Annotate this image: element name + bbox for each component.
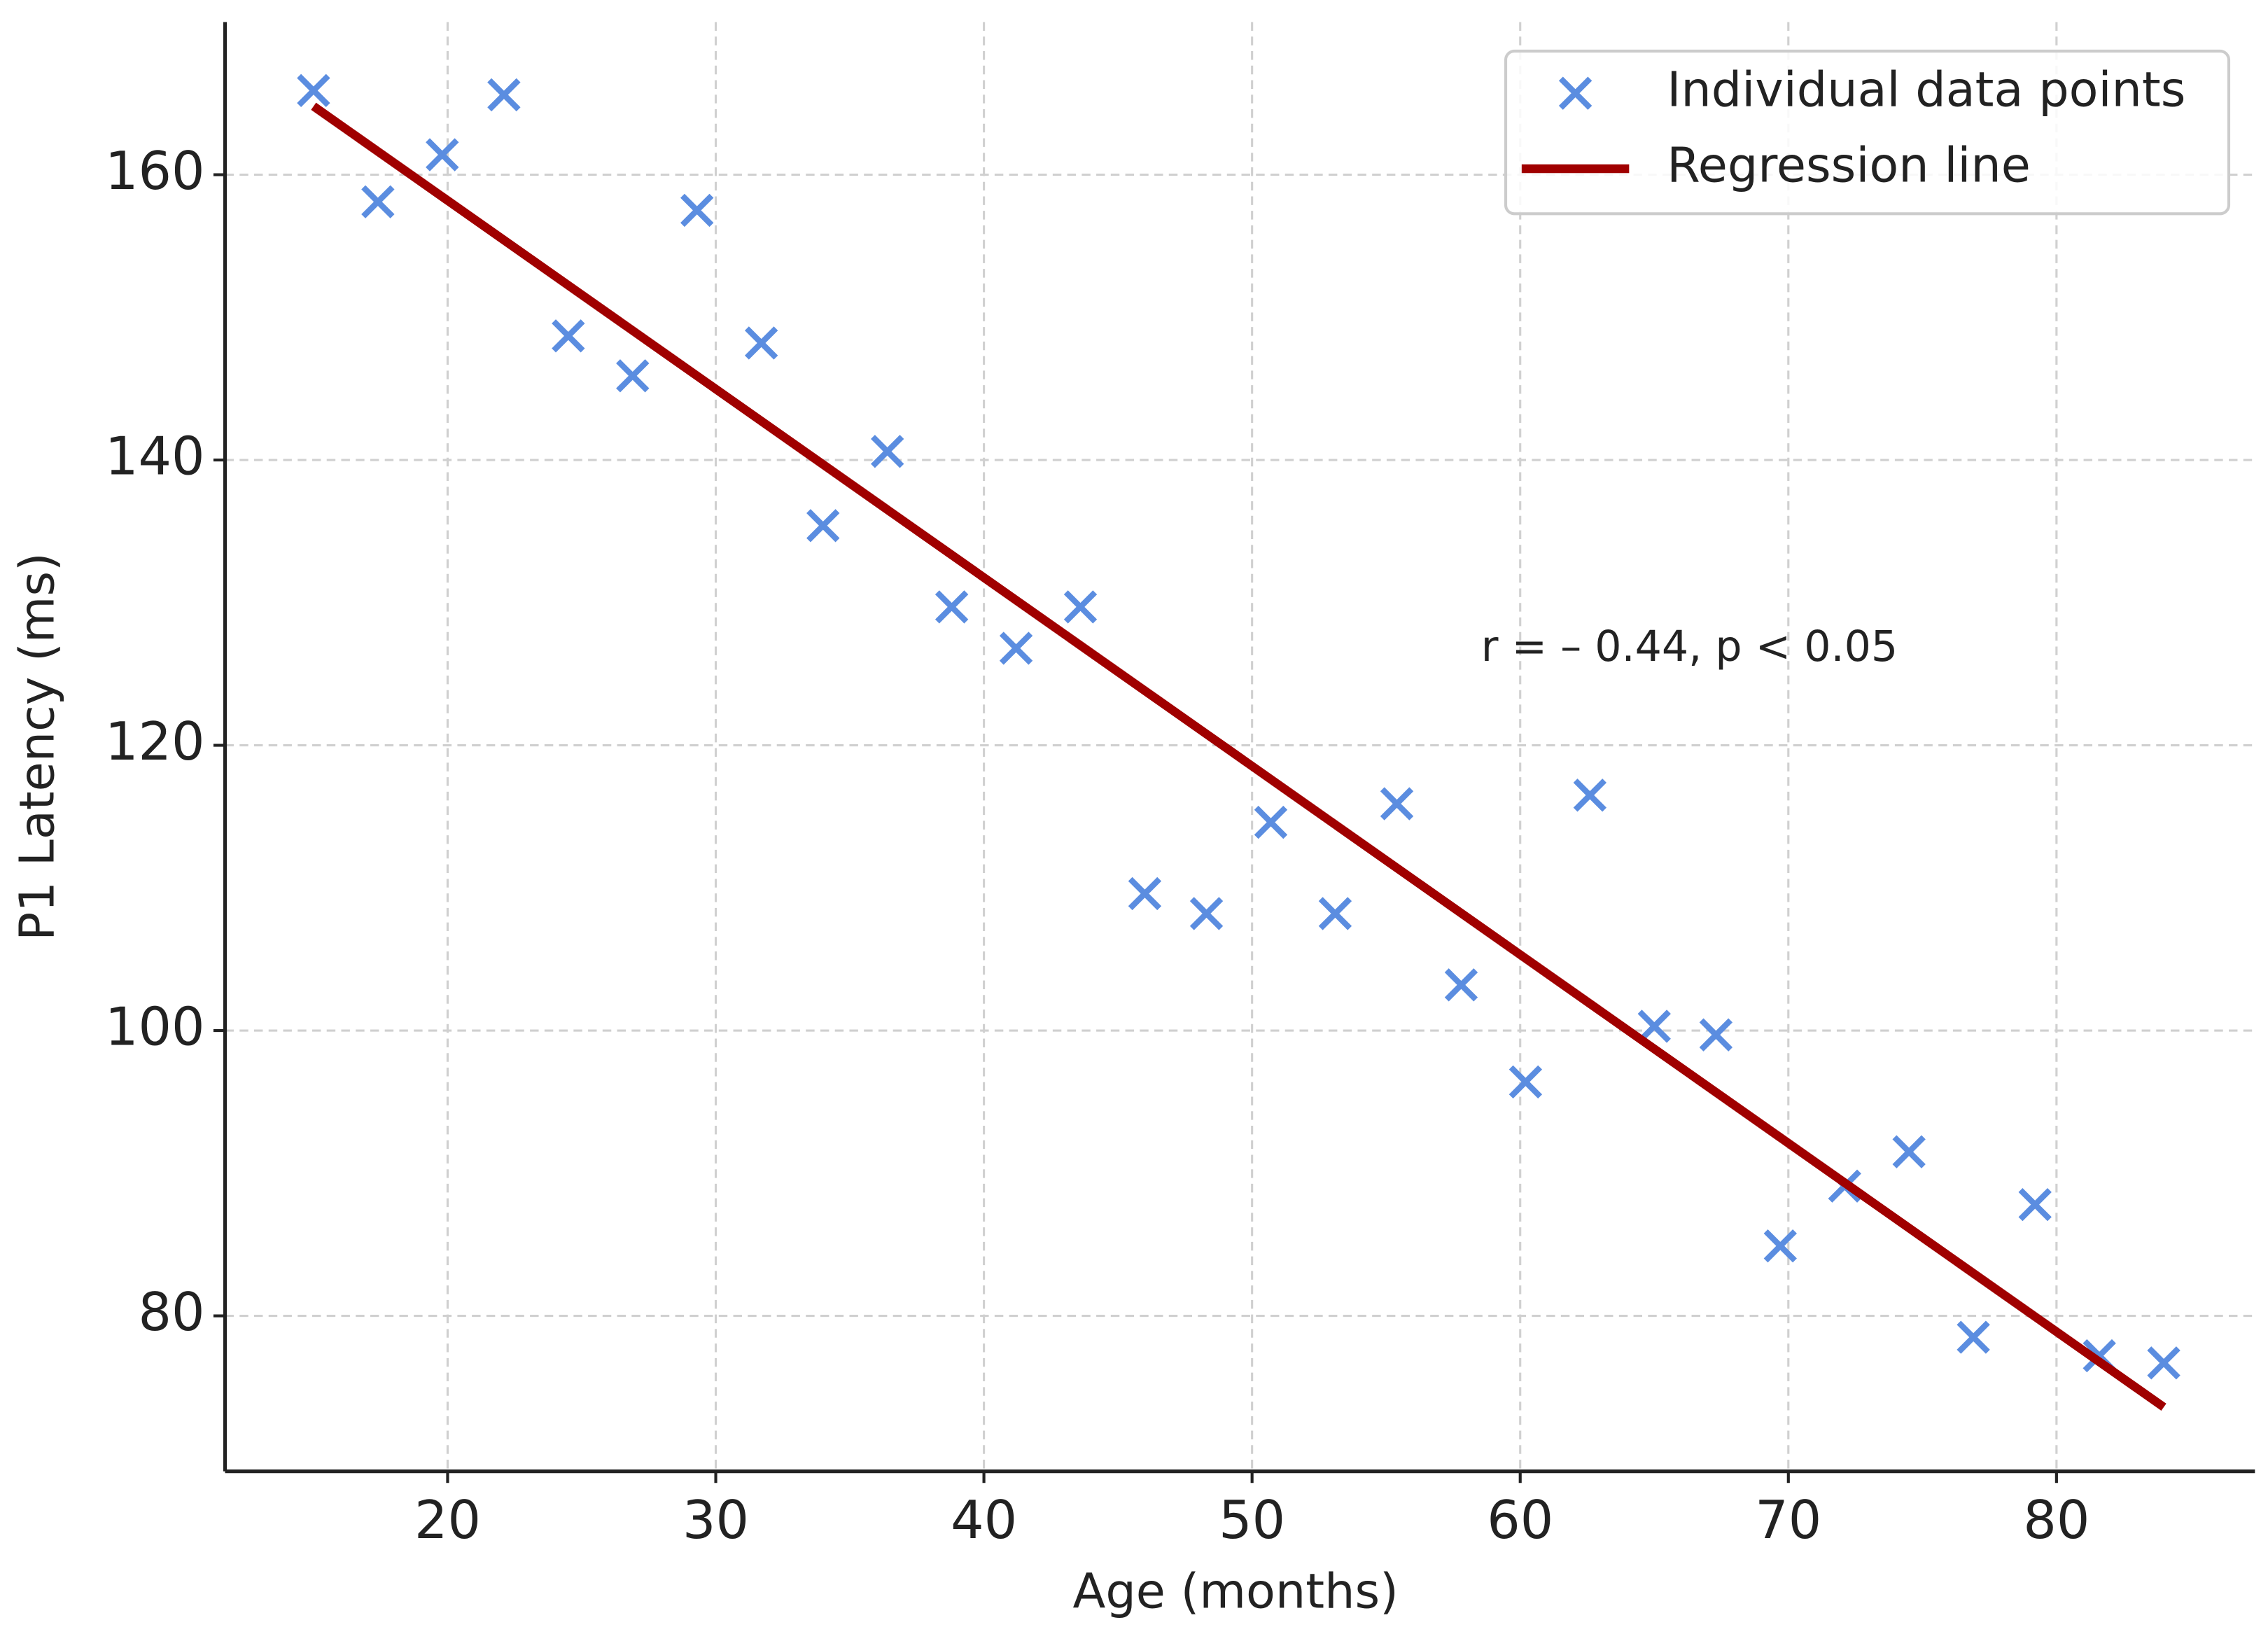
data-point xyxy=(1892,1135,1926,1168)
y-tick-label: 100 xyxy=(105,997,205,1058)
data-point xyxy=(871,435,904,468)
x-tick-label: 50 xyxy=(1219,1490,1285,1551)
data-point xyxy=(487,78,521,112)
legend-label: Regression line xyxy=(1667,138,2031,194)
data-point xyxy=(1254,805,1288,839)
data-point xyxy=(426,138,459,172)
y-tick-label: 120 xyxy=(105,711,205,772)
data-point xyxy=(806,509,840,543)
data-point xyxy=(680,193,714,228)
data-point xyxy=(1508,1065,1543,1099)
x-tick-label: 30 xyxy=(682,1490,749,1551)
data-point xyxy=(1318,897,1352,930)
data-point xyxy=(744,326,778,360)
data-point xyxy=(1637,1010,1671,1043)
data-point xyxy=(1956,1320,1990,1354)
data-point xyxy=(1128,877,1162,911)
y-tick-label: 80 xyxy=(138,1282,204,1343)
x-axis-label: Age (months) xyxy=(1073,1564,1399,1620)
legend-label: Individual data points xyxy=(1667,62,2185,118)
y-tick-label: 140 xyxy=(105,426,205,487)
x-tick-label: 60 xyxy=(1487,1490,1553,1551)
data-point xyxy=(2147,1346,2180,1380)
x-tick-label: 40 xyxy=(951,1490,1017,1551)
data-point xyxy=(1444,968,1478,1002)
x-tick-label: 80 xyxy=(2023,1490,2090,1551)
data-point xyxy=(361,185,395,218)
regression-line xyxy=(311,102,2166,1411)
legend-box xyxy=(1504,49,2231,216)
y-axis-label: P1 Latency (ms) xyxy=(10,552,66,941)
data-point xyxy=(1573,778,1606,812)
x-tick-label: 20 xyxy=(414,1490,481,1551)
x-tick-label: 70 xyxy=(1755,1490,1821,1551)
y-tick-label: 160 xyxy=(105,141,205,202)
data-point xyxy=(616,359,650,393)
data-point xyxy=(1699,1018,1733,1052)
data-point xyxy=(2018,1187,2052,1222)
data-point xyxy=(552,319,585,353)
annotation: r = – 0.44, p < 0.05 xyxy=(1481,622,1898,671)
data-point xyxy=(297,74,330,108)
data-point xyxy=(1763,1229,1797,1263)
data-point xyxy=(934,590,969,624)
data-point xyxy=(999,631,1033,665)
legend-swatch xyxy=(1558,76,1592,110)
data-point xyxy=(1189,897,1224,930)
data-point xyxy=(1380,787,1414,821)
data-point xyxy=(1063,590,1098,624)
